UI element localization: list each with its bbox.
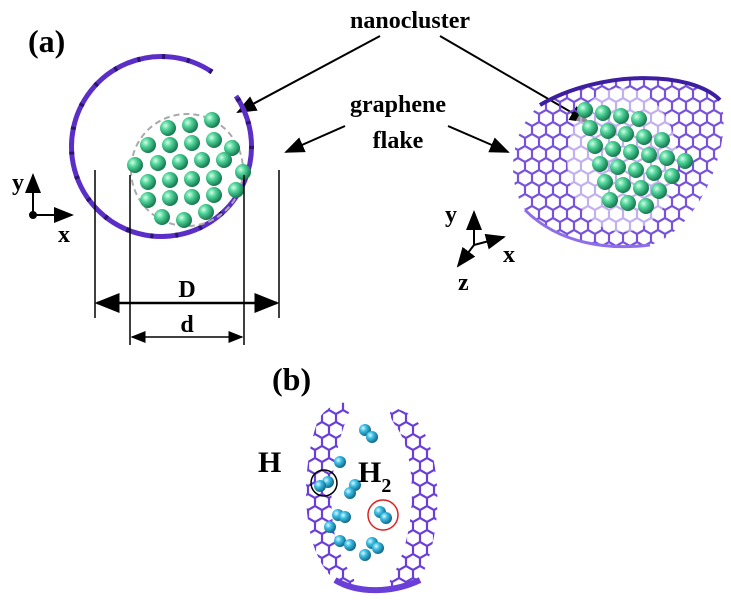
flake-tube <box>513 78 724 247</box>
sphere <box>206 187 222 203</box>
sphere <box>631 111 647 127</box>
sphere <box>654 132 670 148</box>
sphere <box>623 144 639 160</box>
sphere <box>184 189 200 205</box>
sphere <box>587 138 603 154</box>
sphere <box>235 164 251 180</box>
sphere <box>127 157 143 173</box>
sphere <box>184 135 200 151</box>
species-subscript: 2 <box>381 475 391 497</box>
sphere <box>198 204 214 220</box>
sphere <box>184 171 200 187</box>
sphere <box>659 150 675 166</box>
sphere <box>344 487 356 499</box>
annotation: graphene <box>350 92 446 118</box>
sphere <box>162 190 178 206</box>
sphere <box>600 123 616 139</box>
sphere <box>638 198 654 214</box>
sphere <box>140 137 156 153</box>
sphere <box>605 141 621 157</box>
sphere <box>636 129 652 145</box>
axes <box>30 175 72 218</box>
sphere <box>372 542 384 554</box>
sphere <box>228 182 244 198</box>
sphere <box>206 132 222 148</box>
sphere <box>172 154 188 170</box>
sphere <box>182 117 198 133</box>
figure: (a) (b) nanocluster graphene flake y x D… <box>0 0 731 600</box>
sphere <box>677 153 693 169</box>
sphere <box>344 539 356 551</box>
sphere <box>613 108 629 124</box>
axis-label: x <box>58 222 70 248</box>
sphere <box>595 105 611 121</box>
annotation: nanocluster <box>350 8 470 34</box>
panel-label: (a) <box>28 23 65 59</box>
sphere <box>380 512 392 524</box>
axis-label: x <box>503 242 515 268</box>
sphere <box>324 521 336 533</box>
annotation: flake <box>373 128 424 154</box>
sphere <box>664 168 680 184</box>
sphere <box>206 170 222 186</box>
sphere <box>577 102 593 118</box>
flake-u-shape <box>306 403 437 591</box>
sphere <box>216 152 232 168</box>
sphere <box>204 112 220 128</box>
sphere <box>633 180 649 196</box>
sphere <box>140 174 156 190</box>
panel-label: (b) <box>272 361 311 397</box>
sphere <box>194 152 210 168</box>
sphere <box>602 192 618 208</box>
species-base: H <box>358 456 381 489</box>
sphere <box>162 172 178 188</box>
sphere <box>582 120 598 136</box>
sphere <box>641 147 657 163</box>
sphere <box>646 165 662 181</box>
dimension-label: D <box>178 277 195 303</box>
sphere <box>651 183 667 199</box>
sphere <box>359 549 371 561</box>
axis-label: z <box>458 270 469 296</box>
sphere <box>140 192 156 208</box>
sphere <box>620 195 636 211</box>
flake-cross-section <box>72 56 252 236</box>
sphere <box>150 155 166 171</box>
dimension-label: d <box>180 312 194 338</box>
axes <box>458 212 504 266</box>
sphere <box>592 156 608 172</box>
axis-label: y <box>445 202 457 228</box>
sphere <box>597 174 613 190</box>
axis-label: y <box>12 170 24 196</box>
sphere <box>610 159 626 175</box>
species-label: H2 <box>358 456 391 497</box>
sphere <box>366 431 378 443</box>
sphere <box>339 511 351 523</box>
sphere <box>628 162 644 178</box>
sphere <box>162 137 178 153</box>
sphere <box>176 212 192 228</box>
species-label: H <box>258 446 281 479</box>
sphere <box>334 456 346 468</box>
sphere <box>618 126 634 142</box>
sphere <box>314 480 326 492</box>
sphere <box>160 120 176 136</box>
sphere <box>615 177 631 193</box>
sphere <box>154 209 170 225</box>
